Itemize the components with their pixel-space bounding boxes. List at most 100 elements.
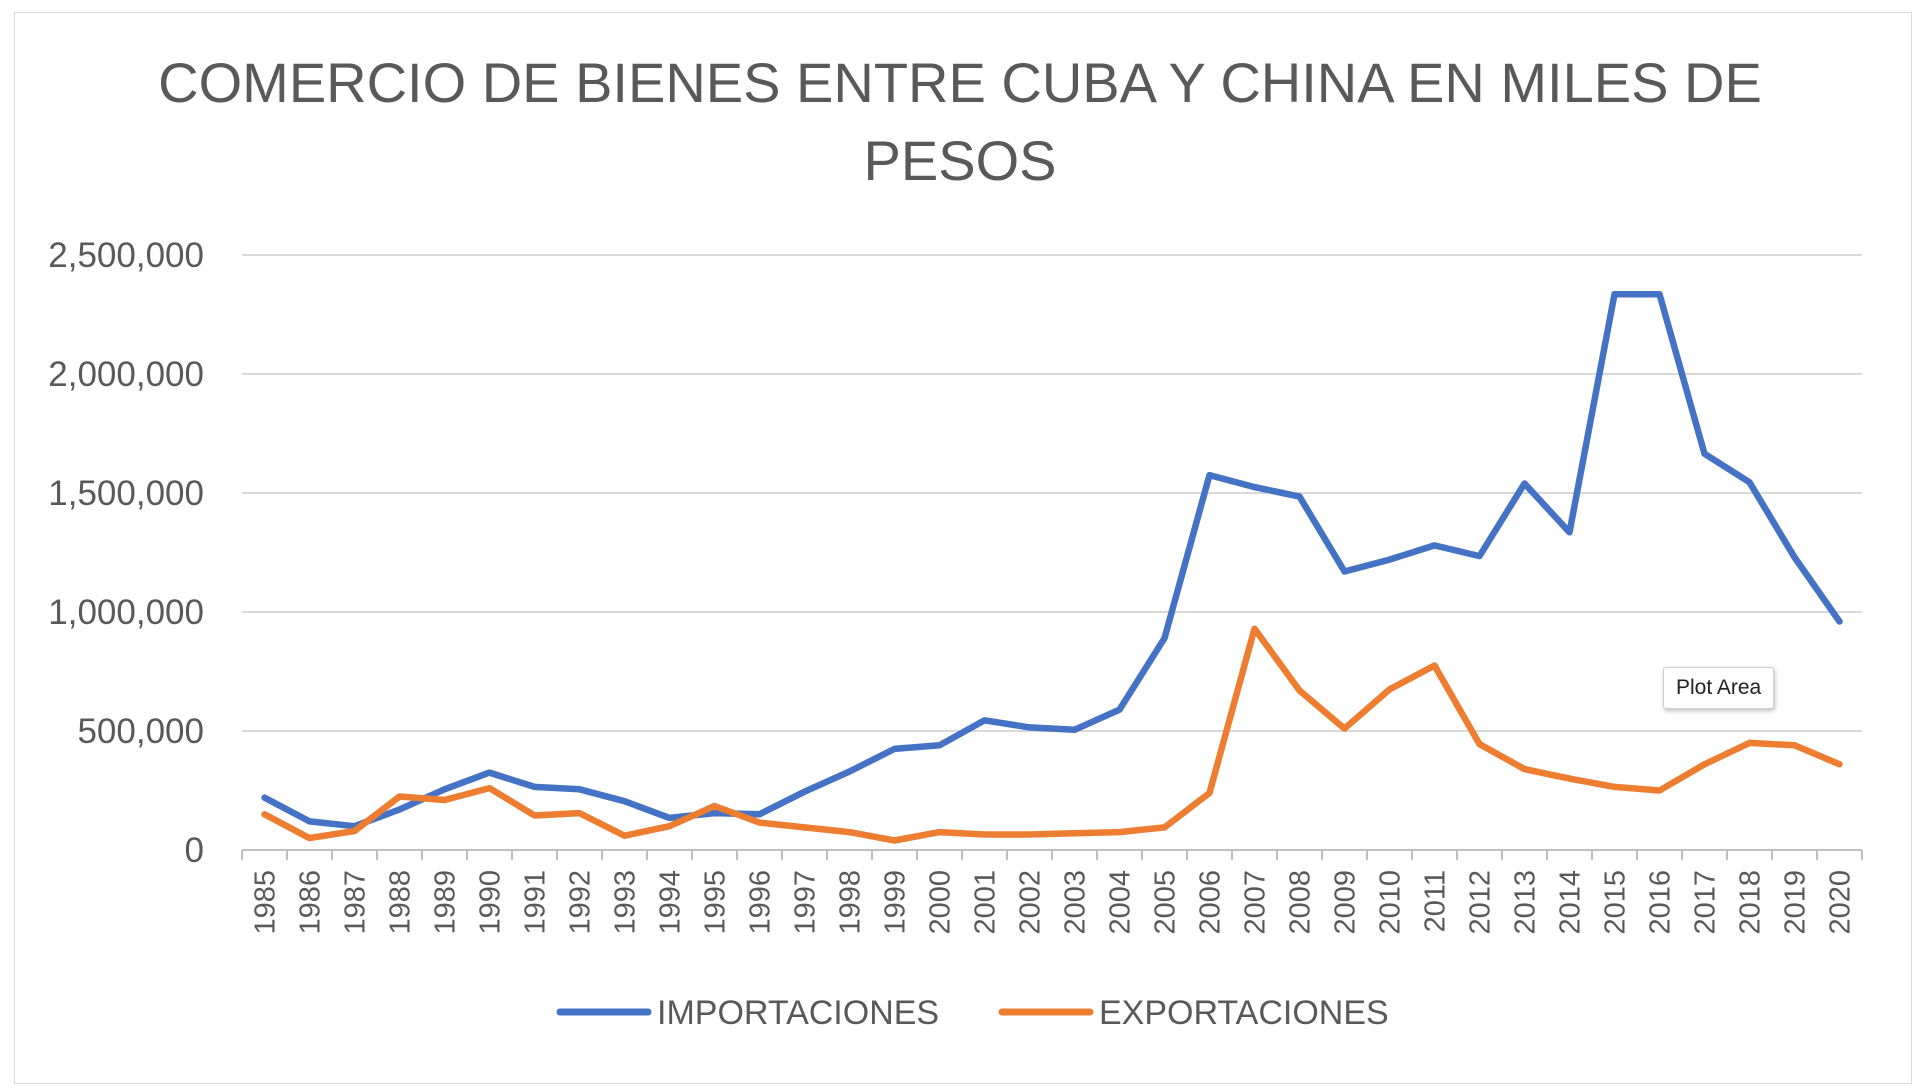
data-point-exportaciones[interactable]: [891, 836, 899, 844]
y-tick-label: 1,500,000: [48, 474, 204, 513]
data-point-exportaciones[interactable]: [711, 802, 719, 810]
x-tick-label: 2017: [1690, 870, 1722, 935]
data-point-importaciones[interactable]: [1206, 471, 1214, 479]
x-tick-label: 2018: [1735, 870, 1767, 935]
data-point-exportaciones[interactable]: [1521, 765, 1529, 773]
data-point-importaciones[interactable]: [1656, 290, 1664, 298]
data-point-exportaciones[interactable]: [1251, 625, 1259, 633]
data-point-importaciones[interactable]: [666, 814, 674, 822]
data-point-exportaciones[interactable]: [1386, 685, 1394, 693]
x-tick-label: 2000: [925, 870, 957, 935]
data-point-exportaciones[interactable]: [756, 819, 764, 827]
data-point-importaciones[interactable]: [1116, 706, 1124, 714]
data-point-exportaciones[interactable]: [441, 796, 449, 804]
data-point-importaciones[interactable]: [1386, 556, 1394, 564]
data-point-importaciones[interactable]: [936, 741, 944, 749]
x-tick-label: 2013: [1510, 870, 1542, 935]
data-point-importaciones[interactable]: [1296, 493, 1304, 501]
x-tick-label: 2009: [1330, 870, 1362, 935]
data-point-exportaciones[interactable]: [1116, 828, 1124, 836]
y-tick-label: 0: [185, 831, 204, 870]
data-point-importaciones[interactable]: [621, 797, 629, 805]
data-point-exportaciones[interactable]: [261, 810, 269, 818]
data-point-importaciones[interactable]: [891, 745, 899, 753]
data-point-exportaciones[interactable]: [1656, 787, 1664, 795]
data-point-exportaciones[interactable]: [486, 784, 494, 792]
x-tick-label: 1987: [340, 870, 372, 935]
data-point-importaciones[interactable]: [1026, 723, 1034, 731]
x-tick-label: 2004: [1105, 870, 1137, 935]
data-point-importaciones[interactable]: [486, 769, 494, 777]
data-point-importaciones[interactable]: [1476, 552, 1484, 560]
data-point-exportaciones[interactable]: [396, 792, 404, 800]
data-point-exportaciones[interactable]: [1746, 739, 1754, 747]
data-point-importaciones[interactable]: [1071, 726, 1079, 734]
data-point-exportaciones[interactable]: [621, 832, 629, 840]
series-line-exportaciones[interactable]: [261, 625, 1843, 844]
data-point-importaciones[interactable]: [1836, 618, 1844, 626]
series-line-importaciones[interactable]: [261, 291, 1843, 830]
data-point-exportaciones[interactable]: [1431, 662, 1439, 670]
data-point-exportaciones[interactable]: [1791, 741, 1799, 749]
data-point-exportaciones[interactable]: [1296, 687, 1304, 695]
data-point-importaciones[interactable]: [1341, 568, 1349, 576]
data-point-importaciones[interactable]: [1611, 290, 1619, 298]
data-point-exportaciones[interactable]: [1836, 760, 1844, 768]
data-point-exportaciones[interactable]: [531, 811, 539, 819]
x-tick-label: 1992: [565, 870, 597, 935]
chart-title-line-1: COMERCIO DE BIENES ENTRE CUBA Y CHINA EN…: [158, 51, 1762, 114]
data-point-importaciones[interactable]: [1566, 528, 1574, 536]
data-point-importaciones[interactable]: [1791, 553, 1799, 561]
data-point-importaciones[interactable]: [846, 767, 854, 775]
data-point-importaciones[interactable]: [531, 783, 539, 791]
data-point-exportaciones[interactable]: [576, 809, 584, 817]
data-point-exportaciones[interactable]: [666, 822, 674, 830]
data-point-importaciones[interactable]: [981, 716, 989, 724]
axes: 0 500,000 1,000,000 1,500,000 2,000,000 2,500…: [48, 236, 1863, 935]
data-point-importaciones[interactable]: [441, 785, 449, 793]
data-point-exportaciones[interactable]: [1611, 783, 1619, 791]
data-point-exportaciones[interactable]: [936, 828, 944, 836]
x-tick-label: 1997: [790, 870, 822, 935]
x-tick-label: 2012: [1465, 870, 1497, 935]
data-point-importaciones[interactable]: [306, 817, 314, 825]
data-point-exportaciones[interactable]: [351, 827, 359, 835]
data-point-importaciones[interactable]: [1431, 541, 1439, 549]
data-point-importaciones[interactable]: [396, 806, 404, 814]
data-point-exportaciones[interactable]: [1341, 725, 1349, 733]
data-point-exportaciones[interactable]: [1206, 789, 1214, 797]
legend: IMPORTACIONES EXPORTACIONES: [556, 994, 1389, 1032]
data-point-importaciones[interactable]: [576, 785, 584, 793]
data-point-exportaciones[interactable]: [1026, 831, 1034, 839]
y-tick-label: 2,000,000: [48, 355, 204, 394]
data-point-exportaciones[interactable]: [981, 831, 989, 839]
data-point-importaciones[interactable]: [1521, 479, 1529, 487]
x-tick-label: 1994: [655, 870, 687, 935]
data-point-exportaciones[interactable]: [1701, 760, 1709, 768]
data-point-exportaciones[interactable]: [1071, 829, 1079, 837]
x-tick-label: 1990: [475, 870, 507, 935]
x-tick-label: 1998: [835, 870, 867, 935]
x-tick-label: 1991: [520, 870, 552, 935]
data-point-exportaciones[interactable]: [1566, 775, 1574, 783]
y-tick-label: 1,000,000: [48, 593, 204, 632]
data-point-importaciones[interactable]: [1746, 478, 1754, 486]
data-point-importaciones[interactable]: [801, 788, 809, 796]
legend-label-exportaciones: EXPORTACIONES: [1099, 994, 1389, 1032]
data-point-importaciones[interactable]: [1251, 483, 1259, 491]
x-tick-label: 1995: [700, 870, 732, 935]
data-point-exportaciones[interactable]: [801, 823, 809, 831]
data-point-importaciones[interactable]: [756, 810, 764, 818]
data-point-exportaciones[interactable]: [846, 828, 854, 836]
x-tick-label: 2008: [1285, 870, 1317, 935]
x-tick-label: 1986: [295, 870, 327, 935]
data-point-importaciones[interactable]: [1161, 634, 1169, 642]
data-point-importaciones[interactable]: [261, 794, 269, 802]
data-point-importaciones[interactable]: [1701, 450, 1709, 458]
x-tick-label: 2005: [1150, 870, 1182, 935]
data-point-exportaciones[interactable]: [1476, 740, 1484, 748]
plot-area[interactable]: [261, 290, 1844, 844]
data-point-exportaciones[interactable]: [1161, 823, 1169, 831]
data-point-exportaciones[interactable]: [306, 834, 314, 842]
